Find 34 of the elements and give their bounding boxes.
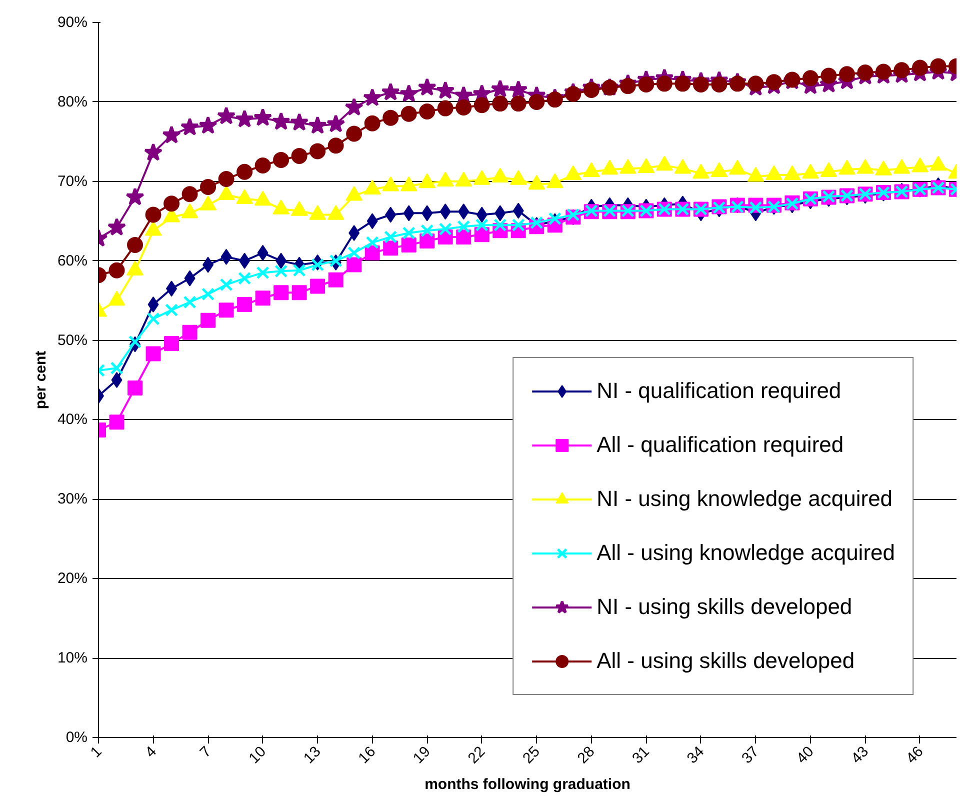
legend-label: NI - using knowledge acquired — [596, 486, 893, 512]
x-tick-label: 19 — [410, 743, 434, 768]
x-tick-label: 34 — [684, 743, 708, 768]
x-tick-label: 4 — [142, 743, 160, 762]
y-tick-label: 0% — [66, 729, 88, 746]
y-tick-label: 30% — [57, 490, 88, 508]
x-tick-label: 10 — [246, 743, 270, 768]
x-axis-title: months following graduation — [424, 776, 630, 794]
x-tick-label: 46 — [902, 743, 927, 768]
x-tick-label: 37 — [738, 743, 762, 768]
y-tick-label: 90% — [57, 14, 88, 31]
legend-label: All - using skills developed — [596, 648, 855, 674]
y-tick-label: 50% — [57, 332, 88, 349]
x-tick-label: 43 — [848, 743, 872, 768]
y-tick-label: 10% — [57, 650, 88, 667]
legend-label: NI - qualification required — [596, 378, 842, 404]
legend-label: NI - using skills developed — [596, 594, 852, 620]
y-tick-label: 70% — [57, 172, 88, 190]
x-tick-label: 40 — [793, 743, 818, 768]
y-tick-label: 40% — [57, 411, 88, 428]
x-tick-label: 1 — [87, 743, 106, 762]
x-tick-label: 16 — [355, 743, 380, 768]
x-tick-label: 28 — [574, 743, 598, 768]
legend-label: All - using knowledge acquired — [596, 540, 895, 566]
x-tick-label: 31 — [629, 743, 653, 768]
y-tick-label: 20% — [57, 570, 88, 588]
y-tick-label: 60% — [57, 252, 88, 270]
legend-label: All - qualification required — [596, 432, 844, 458]
x-tick-label: 13 — [300, 743, 324, 768]
y-axis-title: per cent — [32, 350, 50, 410]
y-tick-label: 80% — [57, 93, 88, 110]
x-tick-label: 25 — [520, 743, 544, 768]
x-tick-label: 7 — [196, 743, 215, 762]
x-tick-label: 22 — [464, 743, 489, 768]
